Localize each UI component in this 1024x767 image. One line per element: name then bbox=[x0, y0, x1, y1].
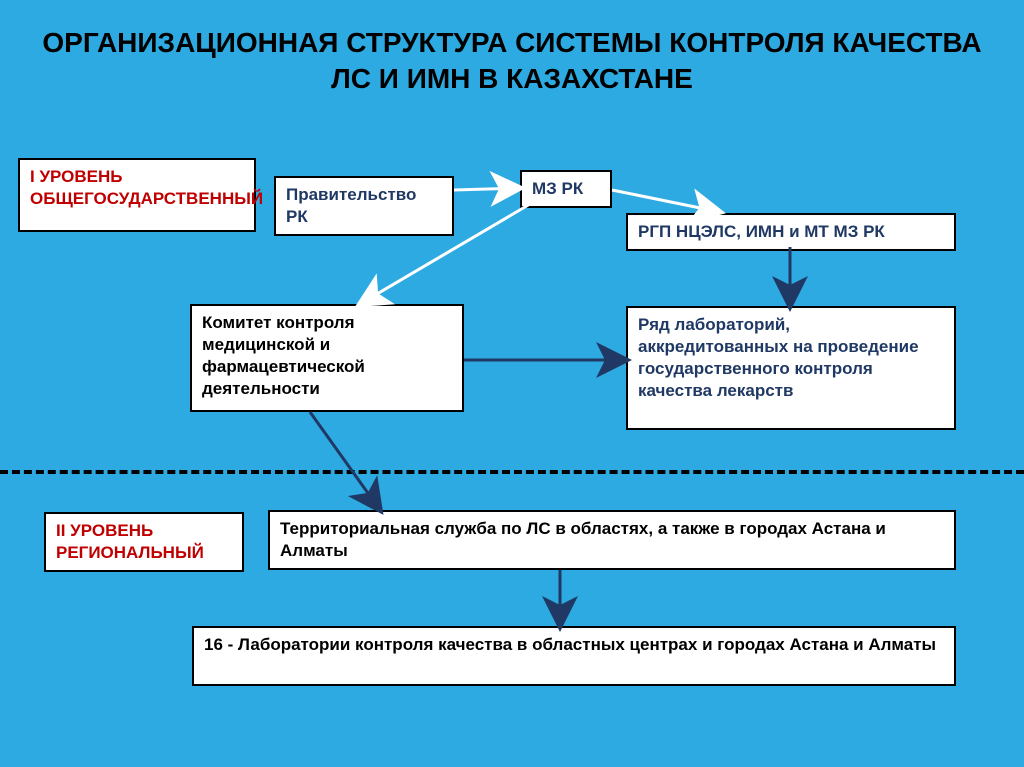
mz-rk-box: МЗ РК bbox=[520, 170, 612, 208]
government-box: Правительство РК bbox=[274, 176, 454, 236]
territorial-box: Территориальная служба по ЛС в областях,… bbox=[268, 510, 956, 570]
level2-box: II УРОВЕНЬ РЕГИОНАЛЬНЫЙ bbox=[44, 512, 244, 572]
arrow-committee-to-territorial bbox=[310, 412, 380, 510]
arrow-gov-to-mz bbox=[454, 188, 520, 190]
page-title: ОРГАНИЗАЦИОННАЯ СТРУКТУРА СИСТЕМЫ КОНТРО… bbox=[0, 0, 1024, 108]
rgp-box: РГП НЦЭЛС, ИМН и МТ МЗ РК bbox=[626, 213, 956, 251]
labs-box: Ряд лабораторий, аккредитованных на пров… bbox=[626, 306, 956, 430]
labs16-box: 16 - Лаборатории контроля качества в обл… bbox=[192, 626, 956, 686]
committee-box: Комитет контроля медицинской и фармацевт… bbox=[190, 304, 464, 412]
level1-box: I УРОВЕНЬ ОБЩЕГОСУДАРСТВЕННЫЙ bbox=[18, 158, 256, 232]
arrow-mz-to-rgp bbox=[612, 190, 720, 212]
level-divider bbox=[0, 470, 1024, 474]
